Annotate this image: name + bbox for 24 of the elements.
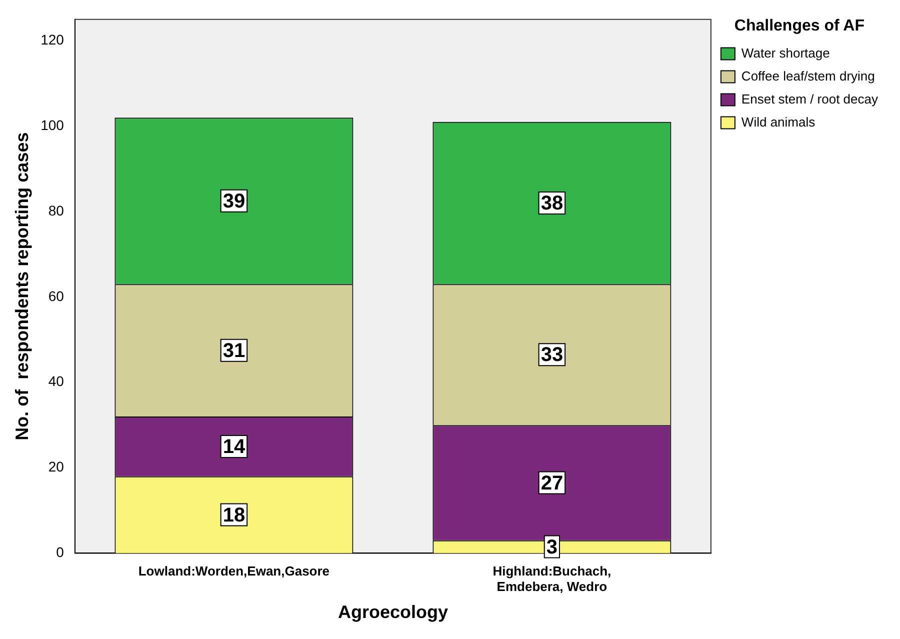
x-tick-label: Lowland:Worden,Ewan,Gasore [138,564,330,579]
y-tick-label: 60 [48,288,64,304]
data-label: 39 [222,190,246,212]
legend-label: Water shortage [741,45,830,60]
y-tick-label: 120 [40,32,64,48]
data-label: 14 [222,436,246,458]
y-tick-label: 100 [40,117,64,134]
data-label: 27 [540,472,564,494]
y-tick-label: 0 [56,544,64,560]
y-axis-title: No. of respondents reporting cases [12,132,32,440]
data-label: 3 [546,536,558,558]
data-label: 38 [540,192,564,215]
data-label: 33 [540,344,564,366]
x-tick-label: Highland:Buchach, Emdebera, Wedro [492,564,612,594]
data-label: 18 [222,504,246,526]
y-tick-label: 80 [48,202,64,218]
data-label: 31 [222,340,246,362]
legend-title: Challenges of AF [734,17,865,34]
legend-label: Coffee leaf/stem drying [741,68,875,84]
y-tick-label: 20 [48,458,64,475]
x-axis-title: Agroecology [338,602,448,622]
legend-label: Enset stem / root decay [741,91,878,106]
legend-label: Wild animals [741,114,816,130]
y-tick-label: 40 [48,373,64,390]
